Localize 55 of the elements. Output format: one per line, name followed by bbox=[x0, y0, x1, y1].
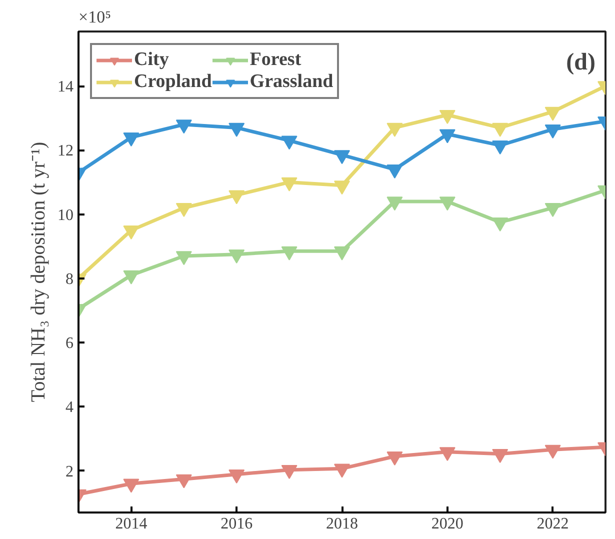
point bbox=[492, 448, 508, 463]
point bbox=[228, 190, 245, 204]
point bbox=[334, 464, 350, 478]
y-tick-label: 10 bbox=[58, 206, 74, 224]
point bbox=[334, 246, 350, 260]
point bbox=[334, 150, 350, 164]
point bbox=[281, 465, 298, 480]
y-axis-title: Total NH₃ dry deposition (t yr⁻¹) bbox=[28, 142, 50, 402]
y-tick-label: 8 bbox=[66, 270, 74, 288]
text: ×10⁵ bbox=[78, 8, 112, 26]
point bbox=[386, 452, 403, 466]
point bbox=[386, 122, 403, 137]
x-tick-label: 2014 bbox=[115, 516, 148, 532]
point bbox=[439, 196, 456, 211]
point bbox=[281, 136, 298, 150]
point bbox=[544, 124, 561, 138]
point bbox=[439, 129, 456, 144]
x-tick-label: 2016 bbox=[220, 516, 253, 532]
point bbox=[123, 225, 140, 240]
point bbox=[281, 177, 298, 192]
point bbox=[228, 122, 245, 137]
point bbox=[544, 203, 561, 218]
x-tick-label: 2022 bbox=[536, 516, 569, 532]
point bbox=[176, 474, 192, 488]
point bbox=[492, 122, 508, 137]
point bbox=[228, 470, 245, 484]
legend-label: Forest bbox=[250, 49, 302, 71]
y-tick-label: 4 bbox=[66, 399, 74, 416]
point bbox=[123, 132, 140, 146]
point bbox=[123, 270, 140, 284]
point bbox=[544, 106, 561, 121]
point bbox=[123, 478, 140, 493]
point bbox=[439, 110, 456, 124]
point bbox=[334, 180, 350, 195]
y-tick-label: 12 bbox=[58, 142, 74, 160]
x-tick-label: 2020 bbox=[431, 516, 464, 532]
y-tick-label: 2 bbox=[66, 463, 74, 480]
point bbox=[176, 251, 192, 266]
point bbox=[544, 444, 561, 459]
point bbox=[492, 217, 508, 232]
y-tick-label: 6 bbox=[66, 335, 74, 352]
point bbox=[228, 250, 245, 264]
y-tick-label: 14 bbox=[58, 78, 74, 96]
legend-label: Cropland bbox=[134, 71, 212, 93]
point bbox=[386, 164, 403, 179]
point bbox=[439, 447, 456, 462]
legend-label: Grassland bbox=[250, 71, 334, 93]
point bbox=[492, 140, 508, 154]
point bbox=[281, 246, 298, 260]
annotation: (d) bbox=[566, 50, 596, 76]
point bbox=[386, 196, 403, 211]
x-tick-label: 2018 bbox=[326, 516, 358, 532]
legend-label: City bbox=[134, 49, 169, 71]
point bbox=[176, 203, 192, 218]
point bbox=[176, 120, 192, 134]
